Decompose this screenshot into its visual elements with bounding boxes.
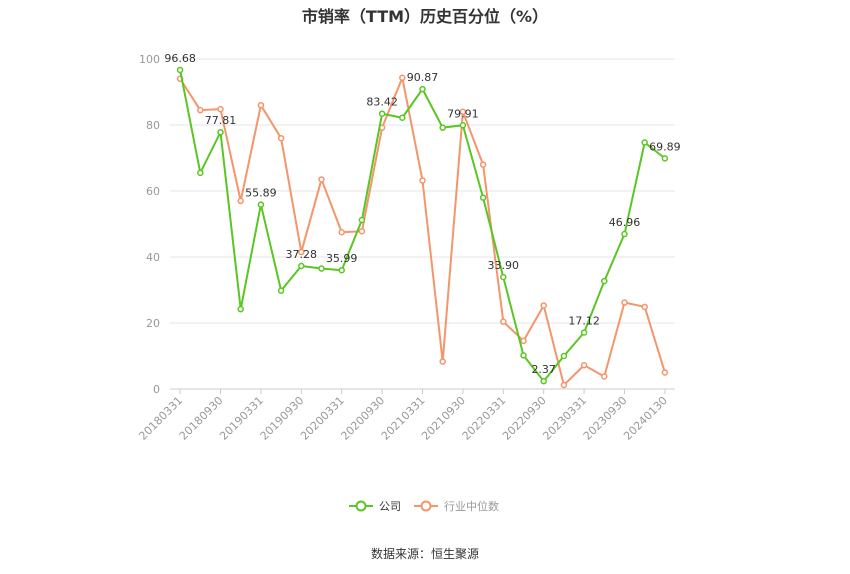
data-point <box>277 134 285 142</box>
data-label: 90.87 <box>407 71 439 84</box>
data-point <box>459 122 467 129</box>
data-point <box>479 194 487 201</box>
data-point <box>176 66 184 74</box>
data-label: 69.89 <box>649 140 681 153</box>
data-point <box>338 229 345 236</box>
y-tick-label: 60 <box>146 185 160 198</box>
y-tick-label: 80 <box>146 119 160 132</box>
data-label: 2.37 <box>531 363 556 376</box>
data-point <box>298 262 305 270</box>
data-point <box>560 352 568 360</box>
data-point <box>621 299 628 306</box>
data-point <box>257 101 265 109</box>
grid-layer <box>170 58 675 324</box>
series-line <box>179 69 666 383</box>
data-label: 17.12 <box>568 315 600 328</box>
series-line <box>179 76 666 387</box>
data-point <box>197 106 204 114</box>
data-point <box>358 216 366 224</box>
data-point <box>378 110 386 117</box>
data-point <box>540 302 547 309</box>
data-point <box>520 352 527 359</box>
data-point <box>399 114 406 121</box>
data-point <box>237 305 244 313</box>
y-tick-label: 40 <box>146 251 160 264</box>
data-point <box>419 85 426 93</box>
data-point <box>520 337 527 345</box>
data-point <box>217 128 224 136</box>
data-point <box>439 124 446 131</box>
data-label: 83.42 <box>366 96 398 109</box>
x-tick-label: 20240130 <box>621 394 670 443</box>
data-point <box>580 329 588 336</box>
data-point <box>358 228 366 235</box>
legend-marker <box>355 500 367 512</box>
data-point <box>500 273 507 281</box>
data-point <box>641 303 648 311</box>
data-point <box>641 139 648 146</box>
y-tick-label: 0 <box>153 383 160 396</box>
data-label: 35.99 <box>326 252 358 265</box>
data-point <box>338 266 345 274</box>
data-label: 37.28 <box>286 248 318 261</box>
data-point <box>277 287 285 294</box>
data-point <box>500 318 507 325</box>
data-label: 33.90 <box>488 259 520 272</box>
chart-title: 市销率（TTM）历史百分位（%） <box>301 7 549 26</box>
series-layer <box>176 66 669 389</box>
data-point <box>237 197 244 205</box>
data-point <box>318 265 325 272</box>
data-point <box>479 161 487 168</box>
data-point <box>298 248 305 256</box>
data-point <box>419 177 426 184</box>
data-point <box>217 105 224 113</box>
data-label: 96.68 <box>164 52 196 65</box>
data-point <box>580 361 588 369</box>
data-point <box>540 377 547 385</box>
data-point <box>601 277 608 285</box>
data-point <box>318 176 325 183</box>
data-label: 46.96 <box>609 216 641 229</box>
data-label: 79.91 <box>447 107 479 120</box>
data-point <box>439 358 446 365</box>
data-point <box>459 108 467 116</box>
data-point <box>621 230 628 238</box>
y-tick-label: 20 <box>146 317 160 330</box>
data-label: 77.81 <box>205 114 237 127</box>
legend-label: 公司 <box>379 500 401 513</box>
data-point <box>399 74 406 82</box>
data-point <box>560 381 568 389</box>
legend-label: 行业中位数 <box>444 499 499 513</box>
data-point <box>601 373 608 380</box>
data-label-layer: 96.68 77.81 55.89 37.28 35.99 83.42 90.87 79.91… <box>164 52 680 376</box>
source-note: 数据来源：恒生聚源 <box>370 547 479 561</box>
y-tick-label: 100 <box>139 53 160 66</box>
legend[interactable]: 公司 行业中位数 <box>349 499 499 513</box>
legend-marker <box>420 500 432 512</box>
data-point <box>257 201 265 208</box>
data-point <box>661 155 669 162</box>
data-point <box>197 169 204 177</box>
data-label: 55.89 <box>245 187 277 200</box>
data-point <box>661 369 669 376</box>
